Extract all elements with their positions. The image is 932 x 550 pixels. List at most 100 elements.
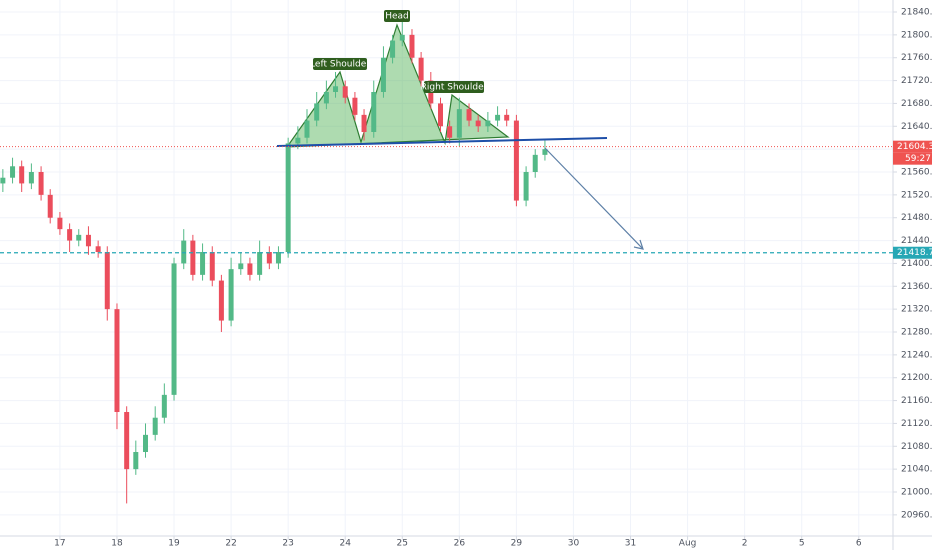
y-tick-label: 21720.0	[901, 76, 932, 86]
candle-body	[504, 114, 510, 121]
y-tick-label: 21480.0	[901, 213, 932, 223]
candle-body	[76, 234, 82, 241]
y-tick-label: 21280.0	[901, 328, 932, 338]
y-tick-label: 21400.0	[901, 259, 932, 269]
candle-body	[181, 240, 187, 264]
y-tick-label: 21440.0	[901, 236, 932, 246]
candle-body	[114, 309, 120, 412]
y-tick-label: 20960.0	[901, 510, 932, 520]
candle-body	[523, 172, 529, 201]
candle-body	[342, 86, 348, 98]
x-tick-label: 30	[568, 539, 580, 549]
candle-body	[0, 177, 6, 184]
candle-body	[447, 126, 453, 138]
candle-body	[380, 57, 386, 92]
candle-body	[466, 109, 472, 121]
candle-body	[333, 86, 339, 92]
candle-body	[200, 252, 206, 275]
candle-body	[485, 120, 491, 127]
y-tick-label: 21160.0	[901, 396, 932, 406]
candle-body	[47, 194, 53, 218]
y-tick-label: 21320.0	[901, 305, 932, 315]
x-tick-label: 25	[397, 539, 408, 549]
candle-body	[495, 114, 501, 121]
arrow-head	[633, 239, 644, 250]
candle-body	[295, 137, 301, 144]
y-tick-label: 21000.0	[901, 488, 932, 498]
x-tick-label: 31	[625, 539, 636, 549]
y-tick-label: 21040.0	[901, 465, 932, 475]
candle-body	[152, 417, 158, 435]
y-tick-label: 21360.0	[901, 282, 932, 292]
neckline	[276, 137, 608, 147]
y-tick-label: 21680.0	[901, 99, 932, 109]
price-label: 21604.3	[897, 142, 932, 152]
x-tick-label: 24	[339, 539, 351, 549]
candle-body	[95, 246, 101, 252]
candle-body	[390, 40, 396, 58]
candle-body	[218, 280, 224, 321]
candle-body	[542, 149, 548, 155]
candle-body	[361, 114, 367, 132]
y-tick-label: 21840.0	[901, 8, 932, 18]
countdown: 59:27	[905, 154, 931, 164]
y-tick-label: 21760.0	[901, 53, 932, 63]
axes: 20960.0 21000.0 21040.0 21080.0 21120.0 21160…	[0, 8, 932, 549]
candle-body	[352, 97, 358, 115]
candle-body	[85, 234, 91, 247]
candle-body	[532, 154, 538, 172]
y-tick-label: 21640.0	[901, 122, 932, 132]
candle-body	[371, 92, 377, 132]
y-tick-label: 21200.0	[901, 373, 932, 383]
candle-body	[399, 34, 405, 41]
candle-body	[238, 263, 244, 270]
target-arrow	[544, 147, 644, 250]
candle-body	[438, 103, 444, 127]
candle-body	[161, 394, 167, 418]
candle-body	[104, 252, 110, 310]
candle-body	[275, 252, 281, 264]
price-label-box	[893, 246, 932, 259]
candle-body	[285, 143, 291, 252]
candle-body	[418, 57, 424, 81]
y-tick-label: 21080.0	[901, 442, 932, 452]
candle-body	[314, 103, 320, 121]
x-tick-label: 22	[225, 539, 236, 549]
y-tick-label: 21240.0	[901, 350, 932, 360]
candle-body	[171, 263, 177, 395]
candle-body	[513, 120, 519, 201]
y-tick-label: 21520.0	[901, 190, 932, 200]
candle-body	[124, 412, 130, 470]
x-tick-label: 2	[742, 539, 748, 549]
x-tick-label: 6	[856, 539, 862, 549]
grid	[0, 0, 893, 536]
countdown-box	[893, 152, 932, 165]
x-tick-label: 17	[54, 539, 65, 549]
candle-body	[57, 217, 63, 230]
x-tick-label: 29	[511, 539, 523, 549]
candle-body	[209, 252, 215, 281]
x-tick-label: 19	[168, 539, 180, 549]
candle-body	[19, 166, 25, 184]
candle-body	[475, 120, 481, 127]
x-tick-label: 23	[282, 539, 293, 549]
candle-body	[67, 229, 73, 241]
candle-body	[323, 92, 329, 104]
annotation-box	[384, 10, 410, 22]
candle-body	[10, 166, 16, 178]
annotation: Left Shoulder	[310, 60, 370, 70]
candle-body	[143, 434, 149, 452]
candle-body	[28, 172, 34, 184]
candle-body	[456, 109, 462, 138]
price-label-box	[893, 140, 932, 153]
y-tick-label: 21800.0	[901, 30, 932, 40]
annotation: Right Shoulder	[421, 83, 488, 93]
candle-body	[247, 263, 253, 275]
candle-body	[228, 269, 234, 321]
annotation: Head	[385, 12, 409, 22]
x-tick-label: 18	[111, 539, 123, 549]
annotation-box	[424, 81, 484, 93]
price-label: 21418.7	[897, 248, 932, 258]
candle-body	[304, 120, 310, 138]
